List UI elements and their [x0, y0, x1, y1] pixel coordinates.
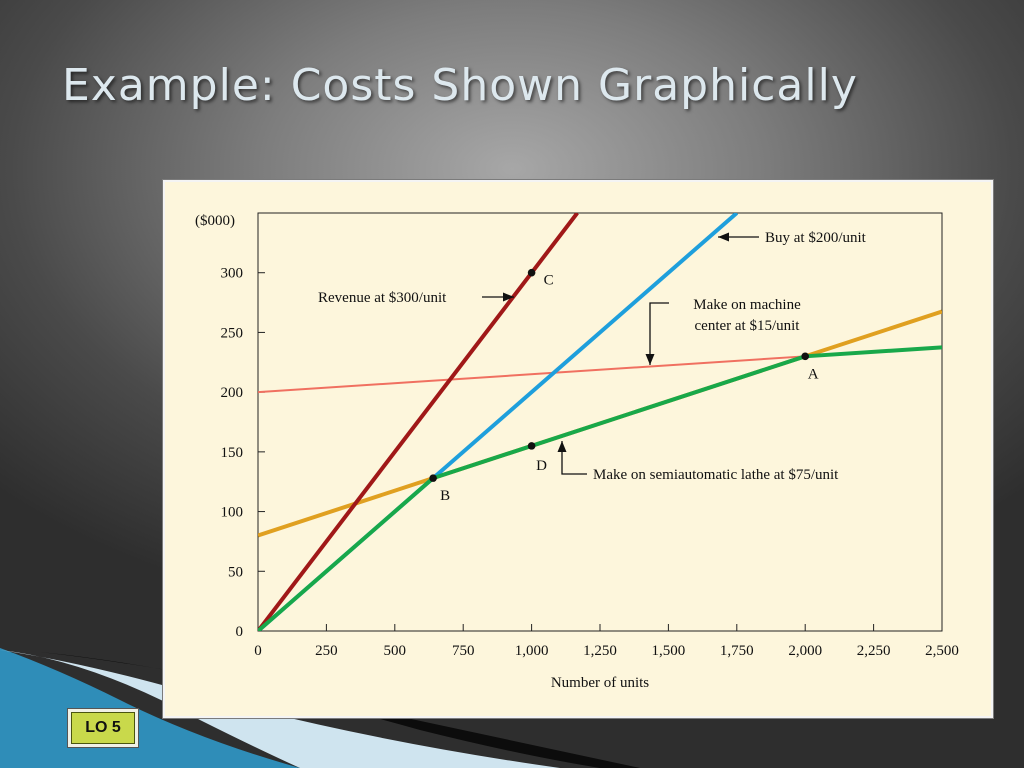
cost-chart: 0 250 500 750 1,000 1,250 1,500 1,750 2,000 2,250… [195, 212, 959, 691]
lo-badge-label: LO 5 [71, 712, 135, 744]
y-tick-label: 50 [228, 564, 243, 580]
annotation-buy-arrow-head [718, 232, 729, 242]
x-axis-label: Number of units [551, 675, 649, 691]
y-tick-label: 300 [221, 266, 244, 282]
x-tick-label: 2,500 [925, 643, 959, 659]
point-c [527, 268, 536, 277]
y-tick-label: 100 [221, 505, 244, 521]
point-a [801, 352, 809, 361]
point-label-d: D [536, 458, 547, 474]
series-machine-center-line [258, 355, 806, 394]
point-label-a: A [808, 366, 819, 382]
annotation-revenue-arrow-head [503, 292, 514, 302]
y-tick-label: 0 [236, 624, 244, 640]
point-label-b: B [440, 488, 450, 504]
x-tick-label: 250 [315, 643, 338, 659]
annotation-lathe-arrow-head [557, 441, 567, 452]
x-tick-label: 2,000 [788, 643, 822, 659]
x-tick-label: 1,000 [515, 643, 549, 659]
x-tick-label: 500 [384, 643, 407, 659]
point-b [429, 474, 437, 482]
annotation-machine-2: center at $15/unit [695, 318, 801, 334]
y-tick-label: 250 [221, 325, 244, 341]
y-tick-label: 150 [221, 445, 244, 461]
x-tick-label: 1,250 [583, 643, 617, 659]
series-lathe-line [258, 345, 942, 631]
annotation-machine-1: Make on machine [693, 297, 801, 313]
annotation-buy: Buy at $200/unit [765, 230, 867, 246]
x-tick-label: 0 [254, 643, 262, 659]
chart-frame: 0 250 500 750 1,000 1,250 1,500 1,750 2,000 2,250… [162, 179, 994, 719]
x-tick-label: 1,750 [720, 643, 754, 659]
annotation-machine-arrow [649, 302, 669, 365]
slide-title: Example: Costs Shown Graphically [62, 60, 858, 111]
annotation-lathe: Make on semiautomatic lathe at $75/unit [593, 467, 839, 483]
annotation-machine-arrow-head [645, 354, 655, 365]
y-tick-label: 200 [221, 385, 244, 401]
learning-objective-badge: LO 5 [67, 708, 139, 748]
point-d [527, 442, 536, 450]
x-tick-label: 1,500 [652, 643, 686, 659]
y-axis-label: ($000) [195, 213, 235, 229]
annotation-lathe-arrow [561, 441, 587, 475]
point-label-c: C [544, 273, 554, 289]
annotation-revenue: Revenue at $300/unit [318, 290, 447, 306]
x-tick-label: 750 [452, 643, 475, 659]
series-revenue-line [258, 213, 579, 631]
x-tick-label: 2,250 [857, 643, 891, 659]
